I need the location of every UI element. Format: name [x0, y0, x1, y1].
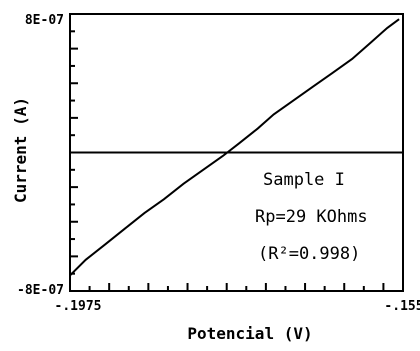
- annotation-sample: Sample I: [263, 170, 345, 190]
- x-axis-title: Potencial (V): [187, 324, 312, 343]
- y-tick-label-top: 8E-07: [25, 13, 64, 28]
- y-axis-title: Current (A): [11, 97, 30, 203]
- y-tick-label-bottom: -8E-07: [17, 283, 64, 298]
- x-tick-label-right: -.155: [384, 299, 420, 314]
- x-axis-ticks: [70, 283, 403, 291]
- annotation-r2: (R²=0.998): [258, 244, 360, 264]
- annotation-rp: Rp=29 KOhms: [255, 207, 368, 227]
- x-tick-label-left: -.1975: [55, 299, 102, 314]
- series-line: [70, 19, 399, 275]
